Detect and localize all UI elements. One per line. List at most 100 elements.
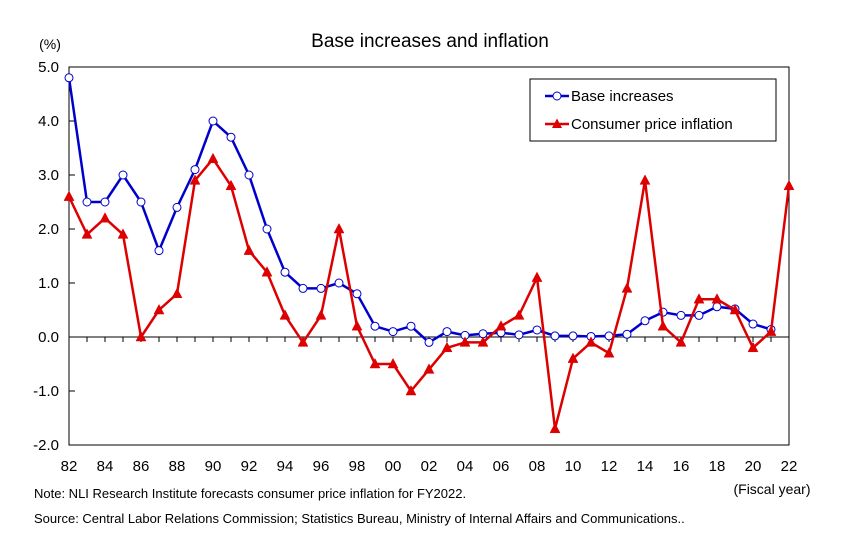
data-point — [351, 320, 363, 331]
y-tick-label: 5.0 — [38, 59, 59, 76]
data-point — [514, 330, 524, 340]
data-point — [477, 336, 489, 347]
legend-swatch-marker — [552, 118, 562, 128]
x-tick-label: 84 — [97, 458, 114, 475]
chart-note: Note: NLI Research Institute forecasts c… — [34, 486, 467, 501]
data-point — [712, 302, 722, 312]
x-tick-label: 92 — [241, 458, 258, 475]
data-point — [99, 212, 111, 223]
data-point — [207, 152, 219, 164]
x-tick-label: 14 — [637, 458, 654, 475]
data-point — [550, 331, 560, 341]
data-point — [261, 266, 273, 277]
data-point — [316, 283, 326, 293]
data-point — [118, 170, 128, 180]
chart-source: Source: Central Labor Relations Commissi… — [34, 511, 685, 526]
data-point — [298, 283, 308, 293]
y-tick-label: -1.0 — [33, 383, 59, 400]
x-tick-label: 04 — [457, 458, 474, 475]
plot-area — [68, 66, 790, 446]
data-point — [82, 197, 92, 207]
data-point — [442, 327, 452, 337]
data-point — [513, 309, 525, 320]
data-point — [100, 197, 110, 207]
x-tick-label: 06 — [493, 458, 510, 475]
data-point — [549, 422, 561, 434]
data-point — [387, 357, 399, 369]
data-point — [279, 309, 291, 320]
data-point — [531, 271, 543, 282]
data-point — [676, 310, 686, 320]
x-tick-label: 86 — [133, 458, 150, 475]
data-point — [352, 289, 362, 299]
data-point — [334, 278, 344, 288]
x-tick-label: 88 — [169, 458, 186, 475]
data-point — [63, 190, 75, 201]
series-layer — [63, 73, 795, 434]
x-tick-label: 16 — [673, 458, 690, 475]
data-point — [711, 293, 723, 304]
legend: Base increases Consumer price inflation — [529, 78, 777, 142]
x-tick-label: 18 — [709, 458, 726, 475]
data-point — [675, 336, 687, 347]
x-tick-label: 10 — [565, 458, 582, 475]
legend-label: Consumer price inflation — [571, 116, 733, 133]
x-tick-label: 08 — [529, 458, 546, 475]
data-point — [532, 325, 542, 335]
data-point — [117, 228, 129, 239]
data-point — [172, 202, 182, 212]
data-point — [639, 174, 651, 185]
y-tick-label: -2.0 — [33, 437, 59, 454]
data-point — [748, 319, 758, 329]
x-tick-label: 82 — [61, 458, 78, 475]
chart-title: Base increases and inflation — [311, 31, 549, 52]
legend-swatch-marker — [552, 91, 562, 101]
x-axis-ticks: 82 84 86 88 90 92 94 96 98 00 02 04 06 08 10 12 14 16 18 20… — [61, 337, 797, 475]
data-point — [171, 287, 183, 299]
x-tick-label: 90 — [205, 458, 222, 475]
data-point — [406, 321, 416, 331]
data-point — [693, 293, 705, 304]
series-line — [67, 77, 772, 344]
data-point — [459, 336, 471, 347]
data-point — [208, 116, 218, 126]
y-tick-label: 4.0 — [38, 113, 59, 130]
x-axis-unit: (Fiscal year) — [733, 481, 810, 497]
data-point — [225, 179, 237, 191]
data-point — [747, 341, 759, 353]
data-point — [369, 357, 381, 369]
data-point — [388, 327, 398, 337]
data-point — [441, 341, 453, 353]
data-point — [280, 267, 290, 277]
data-point — [226, 132, 236, 142]
data-point — [405, 384, 417, 396]
data-point — [621, 282, 633, 293]
y-tick-label: 1.0 — [38, 275, 59, 292]
data-point — [640, 316, 650, 326]
data-point — [694, 310, 704, 320]
data-point — [585, 336, 597, 347]
legend-box — [529, 78, 777, 142]
data-point — [64, 73, 74, 83]
data-point — [495, 320, 507, 331]
data-point — [153, 303, 165, 315]
data-point — [243, 244, 255, 255]
data-point — [370, 321, 380, 331]
x-tick-label: 96 — [313, 458, 330, 475]
x-tick-label: 20 — [745, 458, 762, 475]
data-point — [567, 352, 579, 363]
data-point — [297, 336, 309, 347]
data-point — [315, 309, 327, 320]
data-point — [244, 170, 254, 180]
data-point — [622, 329, 632, 339]
data-point — [190, 165, 200, 175]
data-point — [765, 325, 777, 336]
y-tick-label: 2.0 — [38, 221, 59, 238]
series-consumer-price-inflation — [63, 152, 795, 434]
y-axis-ticks: 5.0 4.0 3.0 2.0 1.0 0.0 -1.0 -2.0 — [33, 59, 75, 454]
data-point — [189, 174, 201, 185]
x-tick-label: 94 — [277, 458, 294, 475]
data-point — [262, 224, 272, 234]
data-point — [81, 228, 93, 239]
y-axis-unit: (%) — [39, 36, 61, 52]
